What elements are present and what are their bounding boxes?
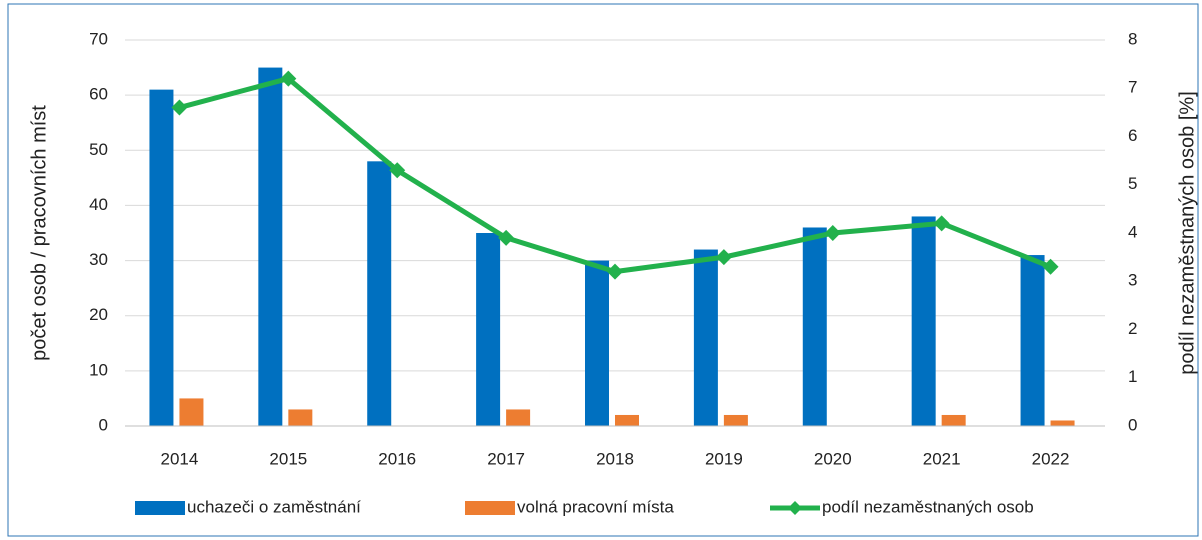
line-marker: [933, 215, 950, 232]
y2-tick-label: 3: [1128, 271, 1137, 290]
x-tick-label: 2015: [269, 449, 307, 468]
y2-tick-label: 4: [1128, 222, 1137, 241]
y-tick-label: 10: [89, 360, 108, 379]
bar: [802, 227, 827, 426]
legend-swatch: [788, 501, 802, 515]
y2-tick-label: 6: [1128, 126, 1137, 145]
legend-label: podíl nezaměstnaných osob: [822, 497, 1034, 516]
legend-swatch: [135, 501, 185, 515]
bar: [288, 409, 313, 426]
y2-tick-label: 7: [1128, 78, 1137, 97]
x-tick-label: 2020: [814, 449, 852, 468]
y-tick-label: 40: [89, 195, 108, 214]
y-axis-title: počet osob / pracovních míst: [28, 105, 50, 361]
bar: [149, 89, 174, 426]
x-tick-label: 2019: [705, 449, 743, 468]
x-tick-label: 2017: [487, 449, 525, 468]
y-tick-label: 30: [89, 250, 108, 269]
line-marker: [498, 229, 515, 246]
bar: [179, 398, 204, 426]
line-marker: [607, 263, 623, 280]
y2-tick-label: 1: [1128, 367, 1137, 386]
legend-label: uchazeči o zaměstnání: [187, 497, 361, 516]
x-tick-label: 2022: [1032, 449, 1070, 468]
bar: [1050, 420, 1075, 426]
y2-tick-label: 5: [1128, 174, 1137, 193]
bar: [615, 414, 639, 426]
line-marker: [171, 99, 188, 116]
bar: [723, 414, 748, 426]
y2-tick-label: 2: [1128, 319, 1137, 338]
x-tick-label: 2016: [378, 449, 416, 468]
bar: [506, 409, 531, 426]
x-tick-label: 2014: [161, 449, 199, 468]
y-tick-label: 0: [99, 415, 108, 434]
y-tick-label: 20: [89, 305, 108, 324]
y2-axis-title: podíl nezaměstnaných osob [%]: [1176, 91, 1198, 375]
y2-tick-label: 8: [1128, 29, 1137, 48]
line-marker: [715, 249, 732, 266]
y-tick-label: 60: [89, 85, 108, 104]
line-marker: [389, 162, 406, 179]
y2-tick-label: 0: [1128, 415, 1137, 434]
x-tick-label: 2021: [923, 449, 961, 468]
bar: [258, 67, 283, 427]
chart-border: [7, 3, 1199, 537]
bar: [476, 233, 501, 426]
x-tick-label: 2018: [596, 449, 634, 468]
bar: [693, 249, 718, 426]
line-marker: [280, 70, 297, 87]
y-tick-label: 70: [89, 29, 108, 48]
line-marker: [824, 225, 841, 241]
bar: [941, 414, 966, 426]
bar: [1020, 255, 1045, 426]
bar: [585, 260, 609, 426]
bar: [367, 161, 392, 427]
line-marker: [1042, 258, 1059, 275]
y-tick-label: 50: [89, 140, 108, 159]
bar: [911, 216, 936, 426]
legend-label: volná pracovní místa: [517, 497, 674, 516]
legend-swatch: [465, 501, 515, 515]
